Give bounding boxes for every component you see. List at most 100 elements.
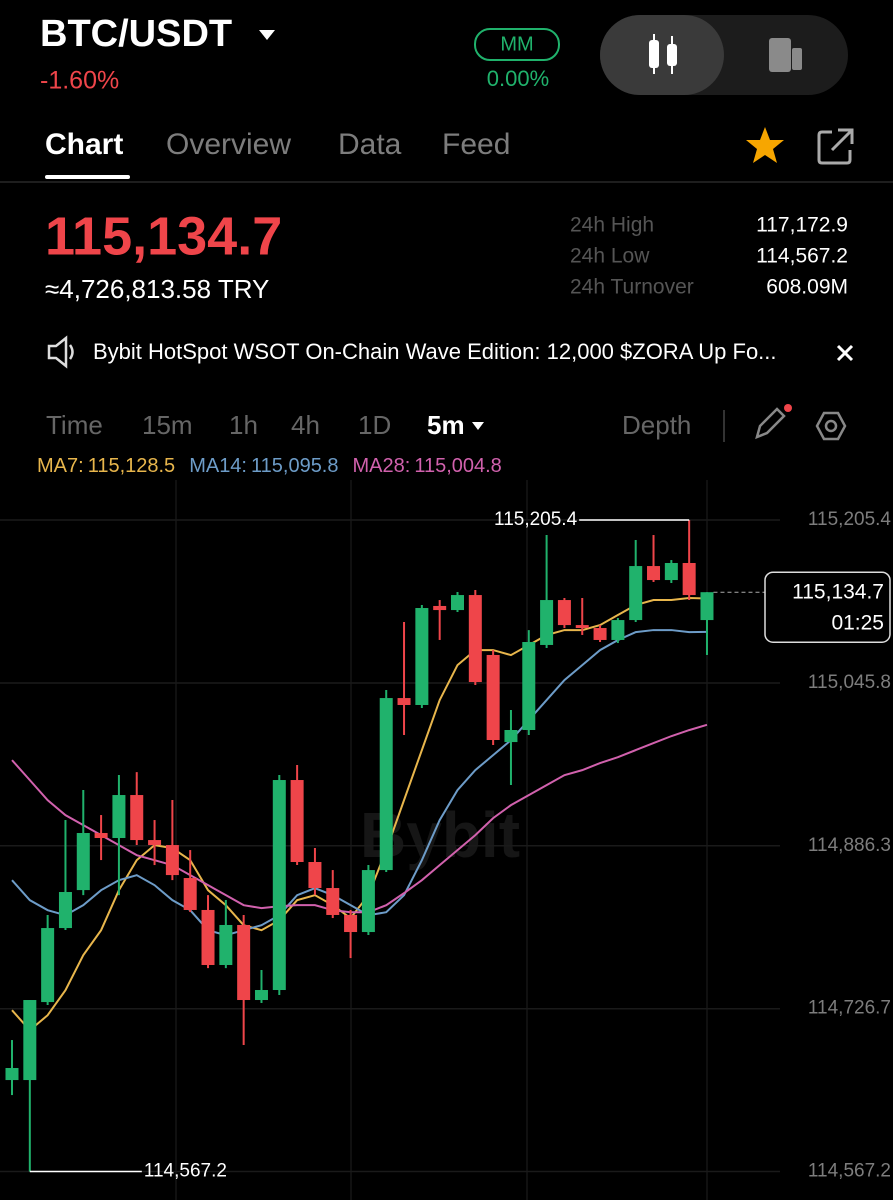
stat-label: 24h Low — [570, 245, 650, 268]
depth-tab[interactable]: Depth — [622, 410, 691, 440]
mm-value: 0.00% — [487, 66, 549, 91]
stat-value: 114,567.2 — [756, 245, 848, 268]
chart-view-button[interactable] — [600, 15, 724, 95]
info-view-icon[interactable] — [769, 38, 802, 72]
y-tick-label: 114,567.2 — [808, 1161, 891, 1182]
last-price-box — [764, 571, 891, 643]
ma-line — [11, 597, 708, 1032]
candle-body — [486, 654, 500, 741]
ma-line — [11, 723, 708, 914]
legend-name: MA14: — [189, 455, 247, 477]
legend-name: MA7: — [37, 455, 84, 477]
candle-body — [76, 833, 90, 891]
last-price-label: 115,134.7 — [792, 581, 884, 604]
candle-body — [290, 780, 304, 862]
interval-dropdown[interactable] — [472, 422, 484, 430]
candle-body — [433, 605, 447, 611]
candle-body — [664, 562, 678, 581]
y-tick-label: 115,045.8 — [808, 672, 891, 693]
candle-body — [5, 1068, 19, 1081]
favorite-star[interactable] — [746, 127, 784, 163]
candle-body — [397, 698, 411, 705]
y-tick-label: 115,205.4 — [808, 509, 892, 530]
mm-pill[interactable] — [474, 28, 560, 61]
symbol-dropdown[interactable] — [259, 30, 275, 40]
candle-body — [575, 625, 589, 629]
last-price: 115,134.7 — [45, 206, 282, 266]
y-tick-label: 114,726.7 — [808, 998, 891, 1019]
candle-body — [379, 698, 393, 871]
candle-body — [540, 600, 554, 645]
legend-value: 115,004.8 — [414, 455, 502, 477]
tab[interactable]: Feed — [442, 128, 510, 161]
candle-body — [344, 914, 358, 933]
candle-body — [308, 861, 322, 889]
candle-body — [700, 592, 714, 621]
candle-body — [254, 990, 268, 1001]
candle-body — [272, 780, 286, 991]
candle-body — [611, 620, 625, 640]
notification-dot — [784, 404, 792, 412]
interval[interactable]: 15m — [142, 410, 193, 440]
plot: 115,205.4 115,045.8 114,886.3 114,726.7 114,… — [0, 509, 891, 1182]
candle-body — [593, 628, 607, 640]
candle-body — [165, 845, 179, 876]
candle-body — [41, 928, 55, 1003]
high-marker-label: 115,205.4 — [494, 509, 578, 530]
legend-value: 115,128.5 — [87, 455, 176, 477]
candle-body — [219, 924, 233, 966]
settings-icon[interactable] — [815, 411, 847, 441]
stat-value: 117,172.9 — [756, 214, 848, 237]
interval[interactable]: 1D — [358, 410, 391, 440]
draw-tool-icon[interactable] — [755, 407, 786, 440]
announcement[interactable]: Bybit HotSpot WSOT On-Chain Wave Edition… — [93, 339, 777, 364]
stat-value: 608.09M — [766, 276, 848, 299]
countdown: 01:25 — [831, 612, 884, 635]
tab[interactable]: Data — [338, 128, 402, 161]
candle-body — [201, 909, 215, 966]
candle-body — [130, 795, 144, 841]
interval[interactable]: 4h — [291, 410, 320, 440]
tab-active[interactable]: Chart — [45, 128, 123, 161]
candle-body — [522, 642, 536, 731]
candle-body — [451, 595, 464, 611]
candle-body — [58, 892, 72, 929]
speaker-icon — [47, 335, 74, 369]
close-icon[interactable] — [836, 344, 854, 362]
tab-underline — [45, 175, 130, 179]
interval[interactable]: Time — [46, 410, 103, 440]
symbol[interactable]: BTC/USDT — [40, 13, 232, 55]
candle-body — [415, 608, 429, 705]
candle-body — [629, 566, 643, 621]
candle-body — [361, 870, 375, 933]
candle-body — [504, 730, 518, 743]
legend-value: 115,095.8 — [251, 455, 339, 477]
interval[interactable]: 1h — [229, 410, 258, 440]
candle-body — [183, 878, 197, 910]
interval-active[interactable]: 5m — [427, 410, 465, 440]
ma-line — [11, 629, 707, 937]
share-icon[interactable] — [817, 128, 854, 165]
y-tick-label: 114,886.3 — [808, 835, 891, 856]
mm-label[interactable]: MM — [500, 33, 533, 55]
candle-body — [682, 562, 696, 596]
stat-label: 24h Turnover — [570, 276, 694, 299]
legend-name: MA28: — [352, 455, 411, 477]
ma-legend: MA7: 115,128.5 MA14: 115,095.8 MA28: 115,004.… — [37, 455, 516, 478]
converted-price: ≈4,726,813.58 TRY — [45, 274, 269, 304]
tab[interactable]: Overview — [166, 128, 291, 161]
candle-icon — [649, 34, 677, 74]
candle-body — [148, 840, 162, 846]
candle-body — [557, 600, 571, 626]
stat-label: 24h High — [570, 214, 654, 237]
candle-body — [237, 924, 251, 1001]
candle-body — [23, 1000, 37, 1081]
candle-body — [326, 888, 340, 915]
price-change: -1.60% — [40, 67, 119, 95]
candle-body — [112, 795, 126, 839]
low-marker-label: 114,567.2 — [144, 1161, 227, 1182]
candle-body — [647, 566, 661, 581]
candle-body — [468, 595, 482, 683]
